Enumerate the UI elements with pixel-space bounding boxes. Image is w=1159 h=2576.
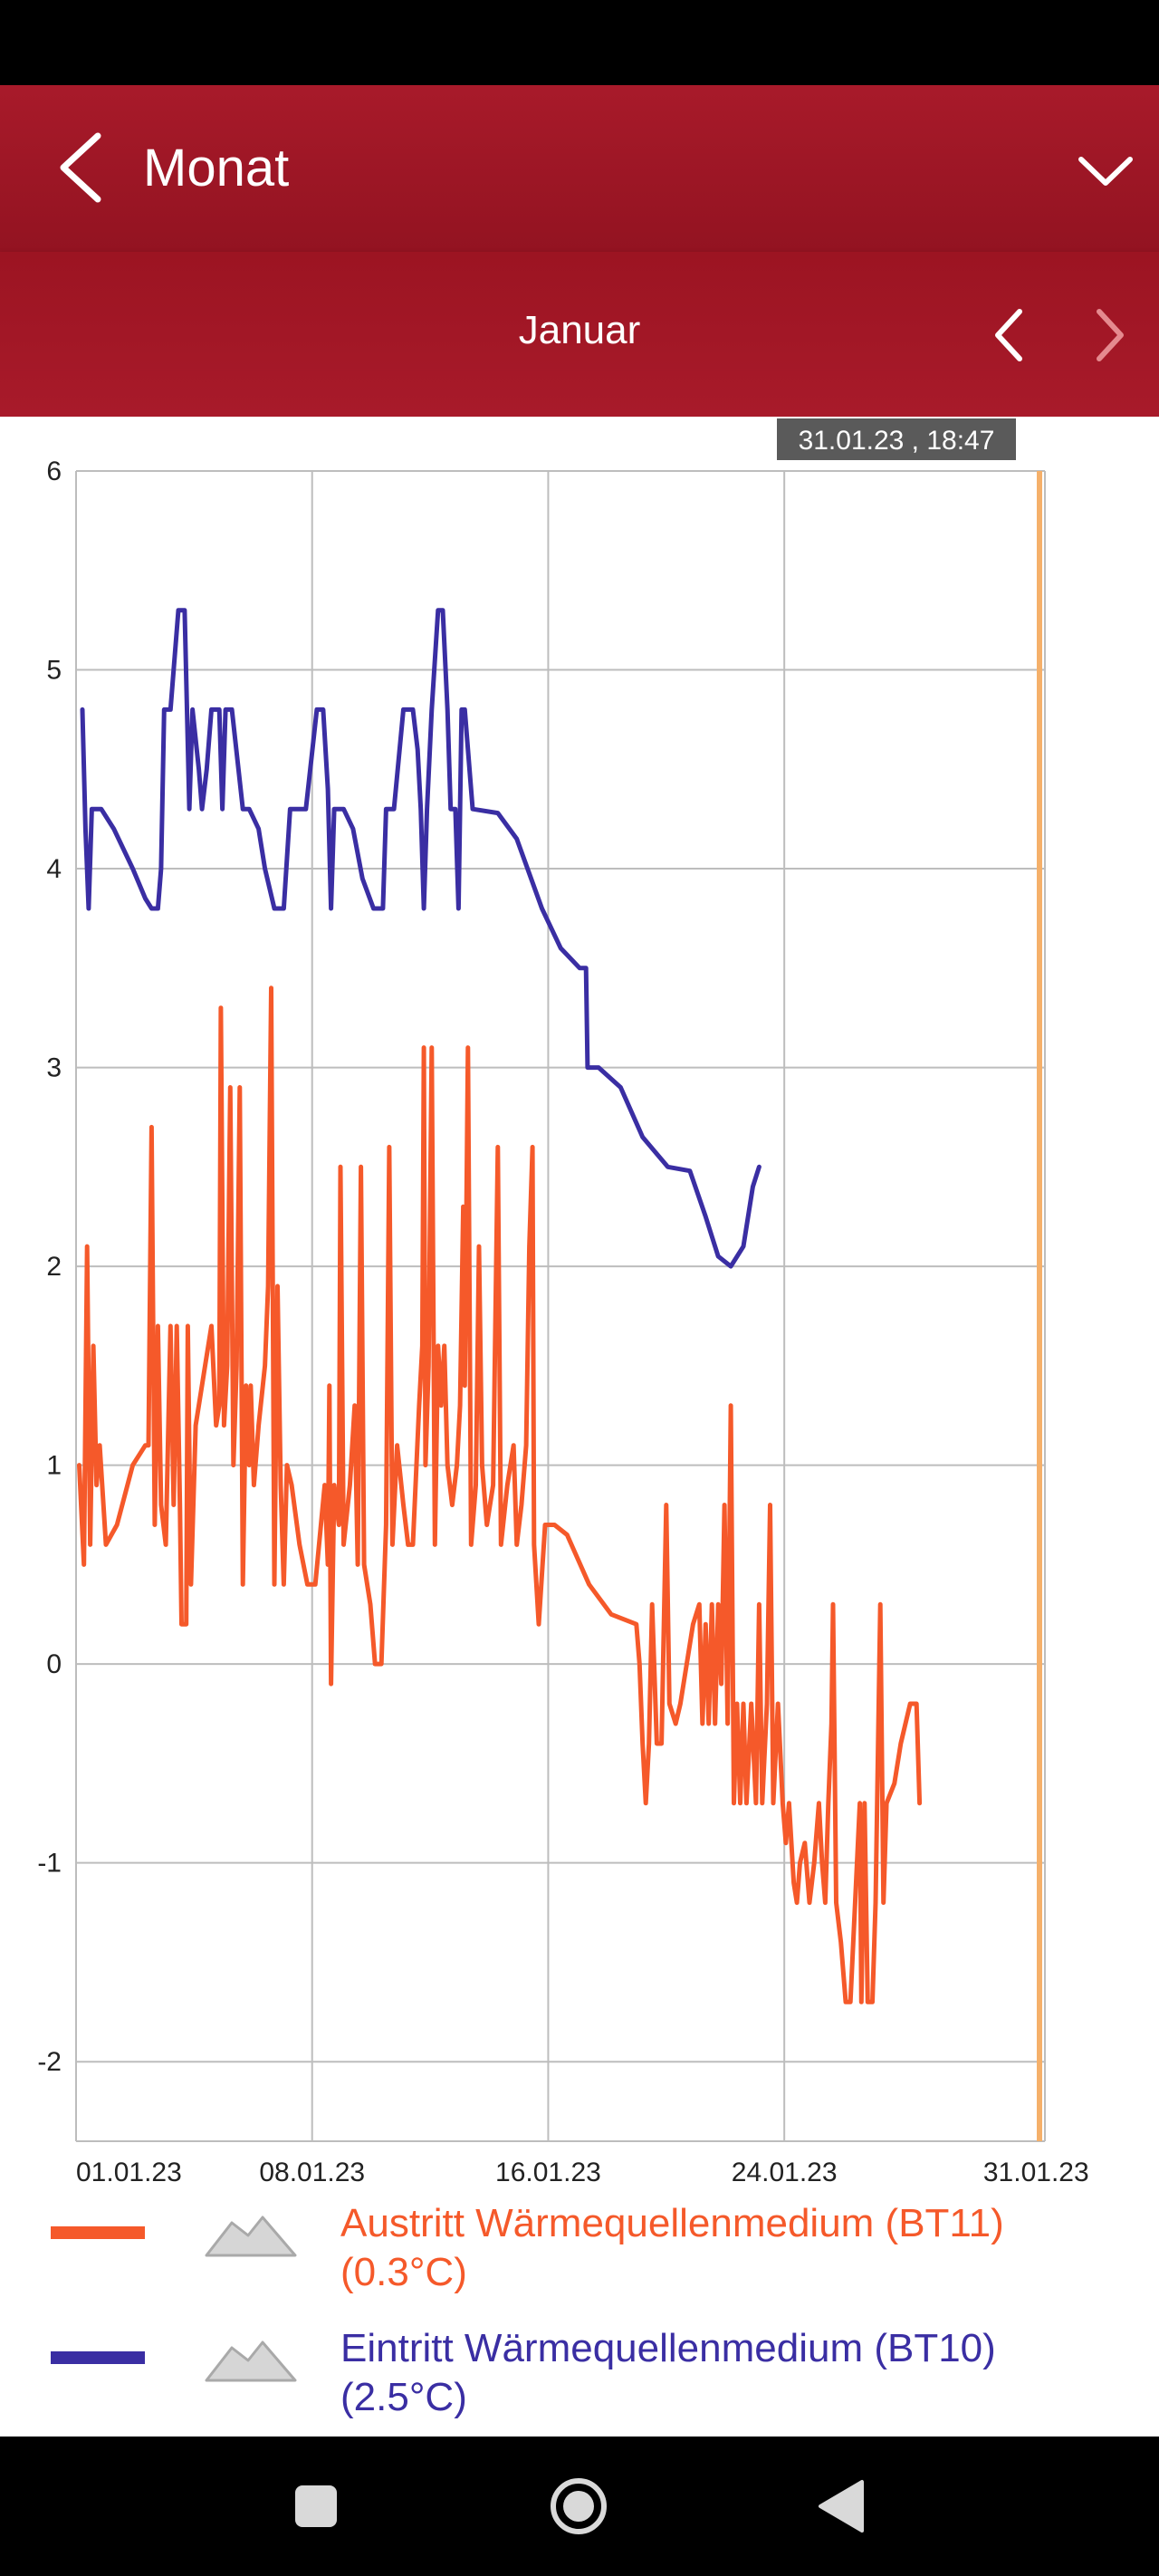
tooltip-box (777, 418, 1016, 460)
period-navigation-bar: Januar (0, 252, 1159, 417)
legend-item-eintritt: Eintritt Wärmequellenmedium (BT10) (2.5°… (0, 2324, 1159, 2442)
previous-month-button[interactable] (987, 299, 1032, 371)
back-button[interactable] (51, 127, 114, 208)
chart-grid (75, 470, 1046, 2142)
legend-line-swatch (51, 2351, 145, 2364)
line-chart[interactable]: 6 5 4 3 2 1 0 -1 -2 01.01.23 08.01.23 16.01.23 24.0… (0, 417, 1159, 2246)
home-button[interactable] (538, 2465, 619, 2547)
back-nav-button[interactable] (800, 2465, 882, 2547)
series-line-austritt (77, 985, 923, 2004)
chevron-right-icon (1097, 309, 1124, 361)
chevron-left-icon (60, 132, 101, 203)
legend-line-swatch (51, 2226, 145, 2239)
series-line-eintritt (80, 608, 761, 1269)
chevron-down-icon (1078, 157, 1133, 186)
y-tick-label: 2 (46, 1252, 62, 1282)
y-tick-label: 6 (46, 457, 62, 486)
system-navigation-bar (0, 2437, 1159, 2576)
home-circle-icon (551, 2478, 607, 2534)
y-tick-label: -2 (37, 2047, 62, 2077)
y-tick-label: -1 (37, 1849, 62, 1879)
y-tick-label: 0 (46, 1649, 62, 1679)
view-dropdown-button[interactable] (1074, 139, 1137, 203)
x-tick-label: 31.01.23 (983, 2158, 1089, 2187)
legend-series-name: Austritt Wärmequellenmedium (BT11) (340, 2201, 1004, 2245)
x-tick-label: 08.01.23 (259, 2158, 365, 2187)
x-axis-ticks: 01.01.23 08.01.23 16.01.23 24.01.23 31.01.23 (76, 2158, 1089, 2187)
y-tick-label: 5 (46, 656, 62, 686)
chart-area: 6 5 4 3 2 1 0 -1 -2 01.01.23 08.01.23 16.01.23 24.0… (0, 417, 1159, 2437)
legend-series-value: (0.3°C) (340, 2250, 467, 2294)
legend-label: Eintritt Wärmequellenmedium (BT10) (2.5°… (340, 2324, 1137, 2422)
square-icon (295, 2485, 337, 2527)
y-tick-label: 1 (46, 1451, 62, 1481)
cursor-layer: 31.01.23 , 18:47 (777, 418, 1042, 2141)
area-chart-toggle-icon[interactable] (205, 2208, 299, 2259)
legend-item-austritt: Austritt Wärmequellenmedium (BT11) (0.3°… (0, 2199, 1159, 2317)
legend-series-value: (2.5°C) (340, 2375, 467, 2419)
legend-series-name: Eintritt Wärmequellenmedium (BT10) (340, 2326, 996, 2370)
x-tick-label: 16.01.23 (495, 2158, 601, 2187)
y-tick-label: 4 (46, 854, 62, 884)
series-layer (77, 608, 923, 2004)
status-bar (0, 0, 1159, 85)
area-chart-toggle-icon[interactable] (205, 2333, 299, 2384)
recent-apps-button[interactable] (275, 2465, 357, 2547)
page-title: Monat (143, 139, 290, 197)
y-tick-label: 3 (46, 1053, 62, 1083)
y-axis-ticks: 6 5 4 3 2 1 0 -1 -2 (37, 457, 62, 2077)
app-bar: Monat (0, 85, 1159, 252)
next-month-button[interactable] (1087, 299, 1132, 371)
tooltip-text: 31.01.23 , 18:47 (799, 426, 995, 456)
x-tick-label: 01.01.23 (76, 2158, 182, 2187)
triangle-back-icon (819, 2480, 864, 2533)
chevron-left-icon (995, 309, 1022, 361)
x-tick-label: 24.01.23 (732, 2158, 838, 2187)
month-label: Januar (518, 308, 641, 352)
legend-label: Austritt Wärmequellenmedium (BT11) (0.3°… (340, 2199, 1137, 2297)
